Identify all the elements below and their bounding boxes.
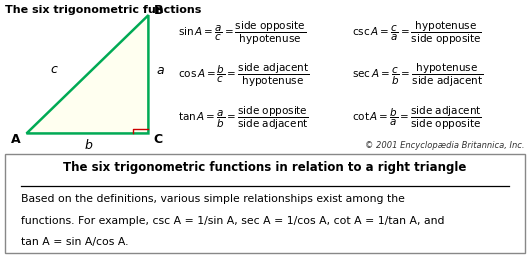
Text: © 2001 Encyclopædia Britannica, Inc.: © 2001 Encyclopædia Britannica, Inc. xyxy=(365,141,525,150)
FancyBboxPatch shape xyxy=(5,154,525,253)
Text: $\sin A = \dfrac{a}{c} = \dfrac{\mathrm{side\ opposite}}{\mathrm{hypotenuse}}$: $\sin A = \dfrac{a}{c} = \dfrac{\mathrm{… xyxy=(178,20,306,47)
Text: a: a xyxy=(156,64,164,77)
Text: A: A xyxy=(11,133,20,145)
Text: C: C xyxy=(154,133,163,145)
Text: tan A = sin A/cos A.: tan A = sin A/cos A. xyxy=(21,237,128,247)
Text: The six trigonometric functions: The six trigonometric functions xyxy=(5,5,202,15)
Text: The six trigonometric functions in relation to a right triangle: The six trigonometric functions in relat… xyxy=(63,161,467,174)
Polygon shape xyxy=(26,15,148,133)
Text: b: b xyxy=(85,139,93,152)
Text: Based on the definitions, various simple relationships exist among the: Based on the definitions, various simple… xyxy=(21,194,405,204)
Text: $\sec A = \dfrac{c}{b} = \dfrac{\mathrm{hypotenuse}}{\mathrm{side\ adjacent}}$: $\sec A = \dfrac{c}{b} = \dfrac{\mathrm{… xyxy=(352,62,483,89)
Text: c: c xyxy=(50,63,57,76)
Text: B: B xyxy=(154,4,163,17)
Text: $\cos A = \dfrac{b}{c} = \dfrac{\mathrm{side\ adjacent}}{\mathrm{hypotenuse}}$: $\cos A = \dfrac{b}{c} = \dfrac{\mathrm{… xyxy=(178,62,308,89)
Text: $\csc A = \dfrac{c}{a} = \dfrac{\mathrm{hypotenuse}}{\mathrm{side\ opposite}}$: $\csc A = \dfrac{c}{a} = \dfrac{\mathrm{… xyxy=(352,20,482,47)
Text: $\cot A = \dfrac{b}{a} = \dfrac{\mathrm{side\ adjacent}}{\mathrm{side\ opposite}: $\cot A = \dfrac{b}{a} = \dfrac{\mathrm{… xyxy=(352,105,482,132)
Text: $\tan A = \dfrac{a}{b} = \dfrac{\mathrm{side\ opposite}}{\mathrm{side\ adjacent}: $\tan A = \dfrac{a}{b} = \dfrac{\mathrm{… xyxy=(178,105,308,132)
Text: functions. For example, csc A = 1/sin A, sec A = 1/cos A, cot A = 1/tan A, and: functions. For example, csc A = 1/sin A,… xyxy=(21,216,444,226)
